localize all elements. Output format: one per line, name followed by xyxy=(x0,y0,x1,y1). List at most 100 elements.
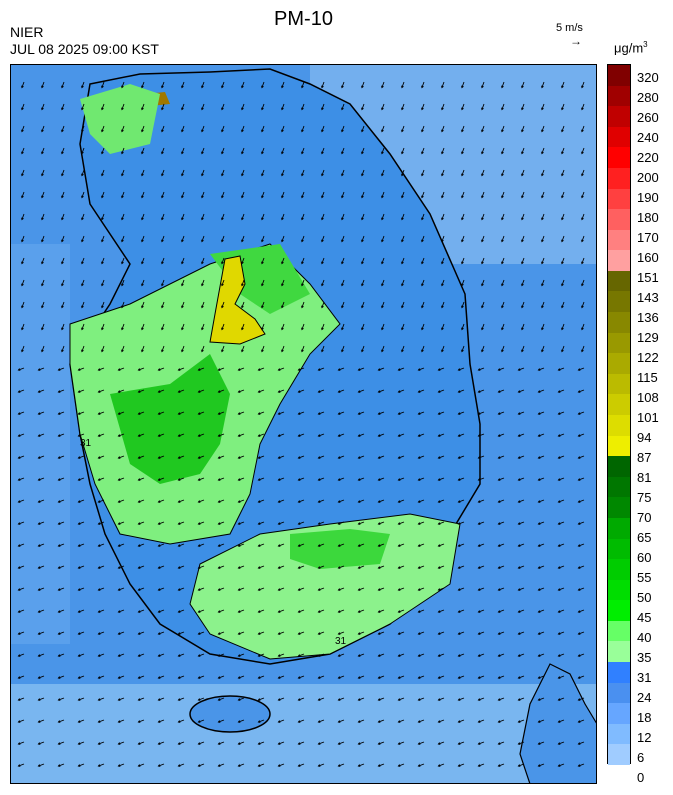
wind-vector xyxy=(158,411,165,415)
legend-tick-label: 45 xyxy=(637,610,652,625)
wind-vector xyxy=(178,763,185,767)
legend-swatch xyxy=(608,332,630,354)
wind-vector-head xyxy=(437,434,441,437)
wind-vector xyxy=(241,279,245,286)
wind-vector xyxy=(278,719,285,723)
wind-vector-head xyxy=(397,456,401,459)
legend-swatch xyxy=(608,209,630,231)
wind-vector xyxy=(58,499,65,503)
wind-vector-head xyxy=(361,283,364,287)
wind-vector-head xyxy=(577,390,581,393)
wind-vector-head xyxy=(517,764,521,767)
wind-vector-head xyxy=(377,588,381,591)
wind-vector xyxy=(438,675,445,679)
wind-vector xyxy=(278,697,285,701)
wind-vector xyxy=(438,433,445,437)
wind-vector-head xyxy=(421,107,424,111)
wind-vector-head xyxy=(577,742,581,745)
legend-swatch xyxy=(608,188,630,210)
wind-vector xyxy=(418,411,425,415)
wind-vector xyxy=(418,367,425,371)
wind-vector xyxy=(558,477,565,481)
wind-vector-head xyxy=(457,610,461,613)
wind-vector-head xyxy=(77,522,81,525)
wind-vector xyxy=(438,367,445,371)
wind-vector xyxy=(398,411,405,415)
wind-vector xyxy=(581,191,585,198)
wind-vector-head xyxy=(401,349,404,353)
wind-vector xyxy=(98,653,105,657)
wind-vector xyxy=(358,631,365,635)
wind-vector-head xyxy=(477,368,481,371)
wind-vector-head xyxy=(57,676,61,679)
wind-vector xyxy=(281,257,285,264)
wind-vector xyxy=(538,367,545,371)
wind-vector xyxy=(78,477,85,481)
wind-vector xyxy=(201,191,205,198)
wind-vector xyxy=(301,125,305,132)
wind-vector xyxy=(481,301,485,308)
wind-vector xyxy=(178,543,185,547)
wind-vector-head xyxy=(317,720,321,723)
wind-vector-head xyxy=(341,107,344,111)
wind-vector-head xyxy=(537,698,541,701)
wind-vector-head xyxy=(557,544,561,547)
wind-vector xyxy=(201,125,205,132)
wind-vector xyxy=(538,675,545,679)
wind-vector xyxy=(458,455,465,459)
wind-vector-head xyxy=(277,500,281,503)
wind-vector xyxy=(381,213,385,220)
wind-vector-head xyxy=(97,698,101,701)
wind-vector-head xyxy=(117,566,121,569)
wind-vector-head xyxy=(457,500,461,503)
wind-vector xyxy=(118,697,125,701)
wind-vector-head xyxy=(97,654,101,657)
wind-vector xyxy=(438,741,445,745)
wind-vector-head xyxy=(457,456,461,459)
wind-vector xyxy=(401,323,405,330)
wind-vector-head xyxy=(157,610,161,613)
wind-vector xyxy=(398,609,405,613)
wind-vector-head xyxy=(437,478,441,481)
wind-vector-head xyxy=(301,151,304,155)
wind-vector xyxy=(261,257,265,264)
wind-vector-head xyxy=(221,195,224,199)
wind-vector-head xyxy=(37,610,41,613)
wind-vector xyxy=(78,675,85,679)
wind-vector xyxy=(398,521,405,525)
outer-sea-light-band-west xyxy=(10,244,70,644)
wind-vector-head xyxy=(497,610,501,613)
wind-vector xyxy=(18,741,25,745)
wind-vector xyxy=(121,147,125,154)
wind-vector-head xyxy=(97,434,101,437)
legend-tick-label: 200 xyxy=(637,170,659,185)
wind-vector-head xyxy=(257,390,261,393)
wind-vector-head xyxy=(117,698,121,701)
wind-vector-head xyxy=(297,610,301,613)
wind-vector xyxy=(138,521,145,525)
wind-vector xyxy=(341,169,345,176)
wind-vector xyxy=(578,719,585,723)
wind-vector-head xyxy=(541,239,544,243)
wind-vector xyxy=(401,301,405,308)
wind-vector-head xyxy=(457,764,461,767)
wind-vector-head xyxy=(441,151,444,155)
wind-vector xyxy=(258,521,265,525)
legend-swatch xyxy=(608,291,630,313)
wind-vector xyxy=(138,565,145,569)
wind-vector-head xyxy=(481,305,484,309)
wind-vector xyxy=(278,763,285,767)
wind-vector xyxy=(561,147,565,154)
wind-vector xyxy=(178,719,185,723)
wind-vector-head xyxy=(141,349,144,353)
wind-vector xyxy=(361,301,365,308)
wind-vector xyxy=(78,499,85,503)
wind-vector xyxy=(558,543,565,547)
wind-vector xyxy=(121,301,125,308)
wind-vector-head xyxy=(121,217,124,221)
wind-vector xyxy=(521,169,525,176)
wind-vector xyxy=(538,521,545,525)
wind-vector-head xyxy=(17,742,21,745)
wind-vector xyxy=(101,301,105,308)
wind-vector-head xyxy=(201,261,204,265)
